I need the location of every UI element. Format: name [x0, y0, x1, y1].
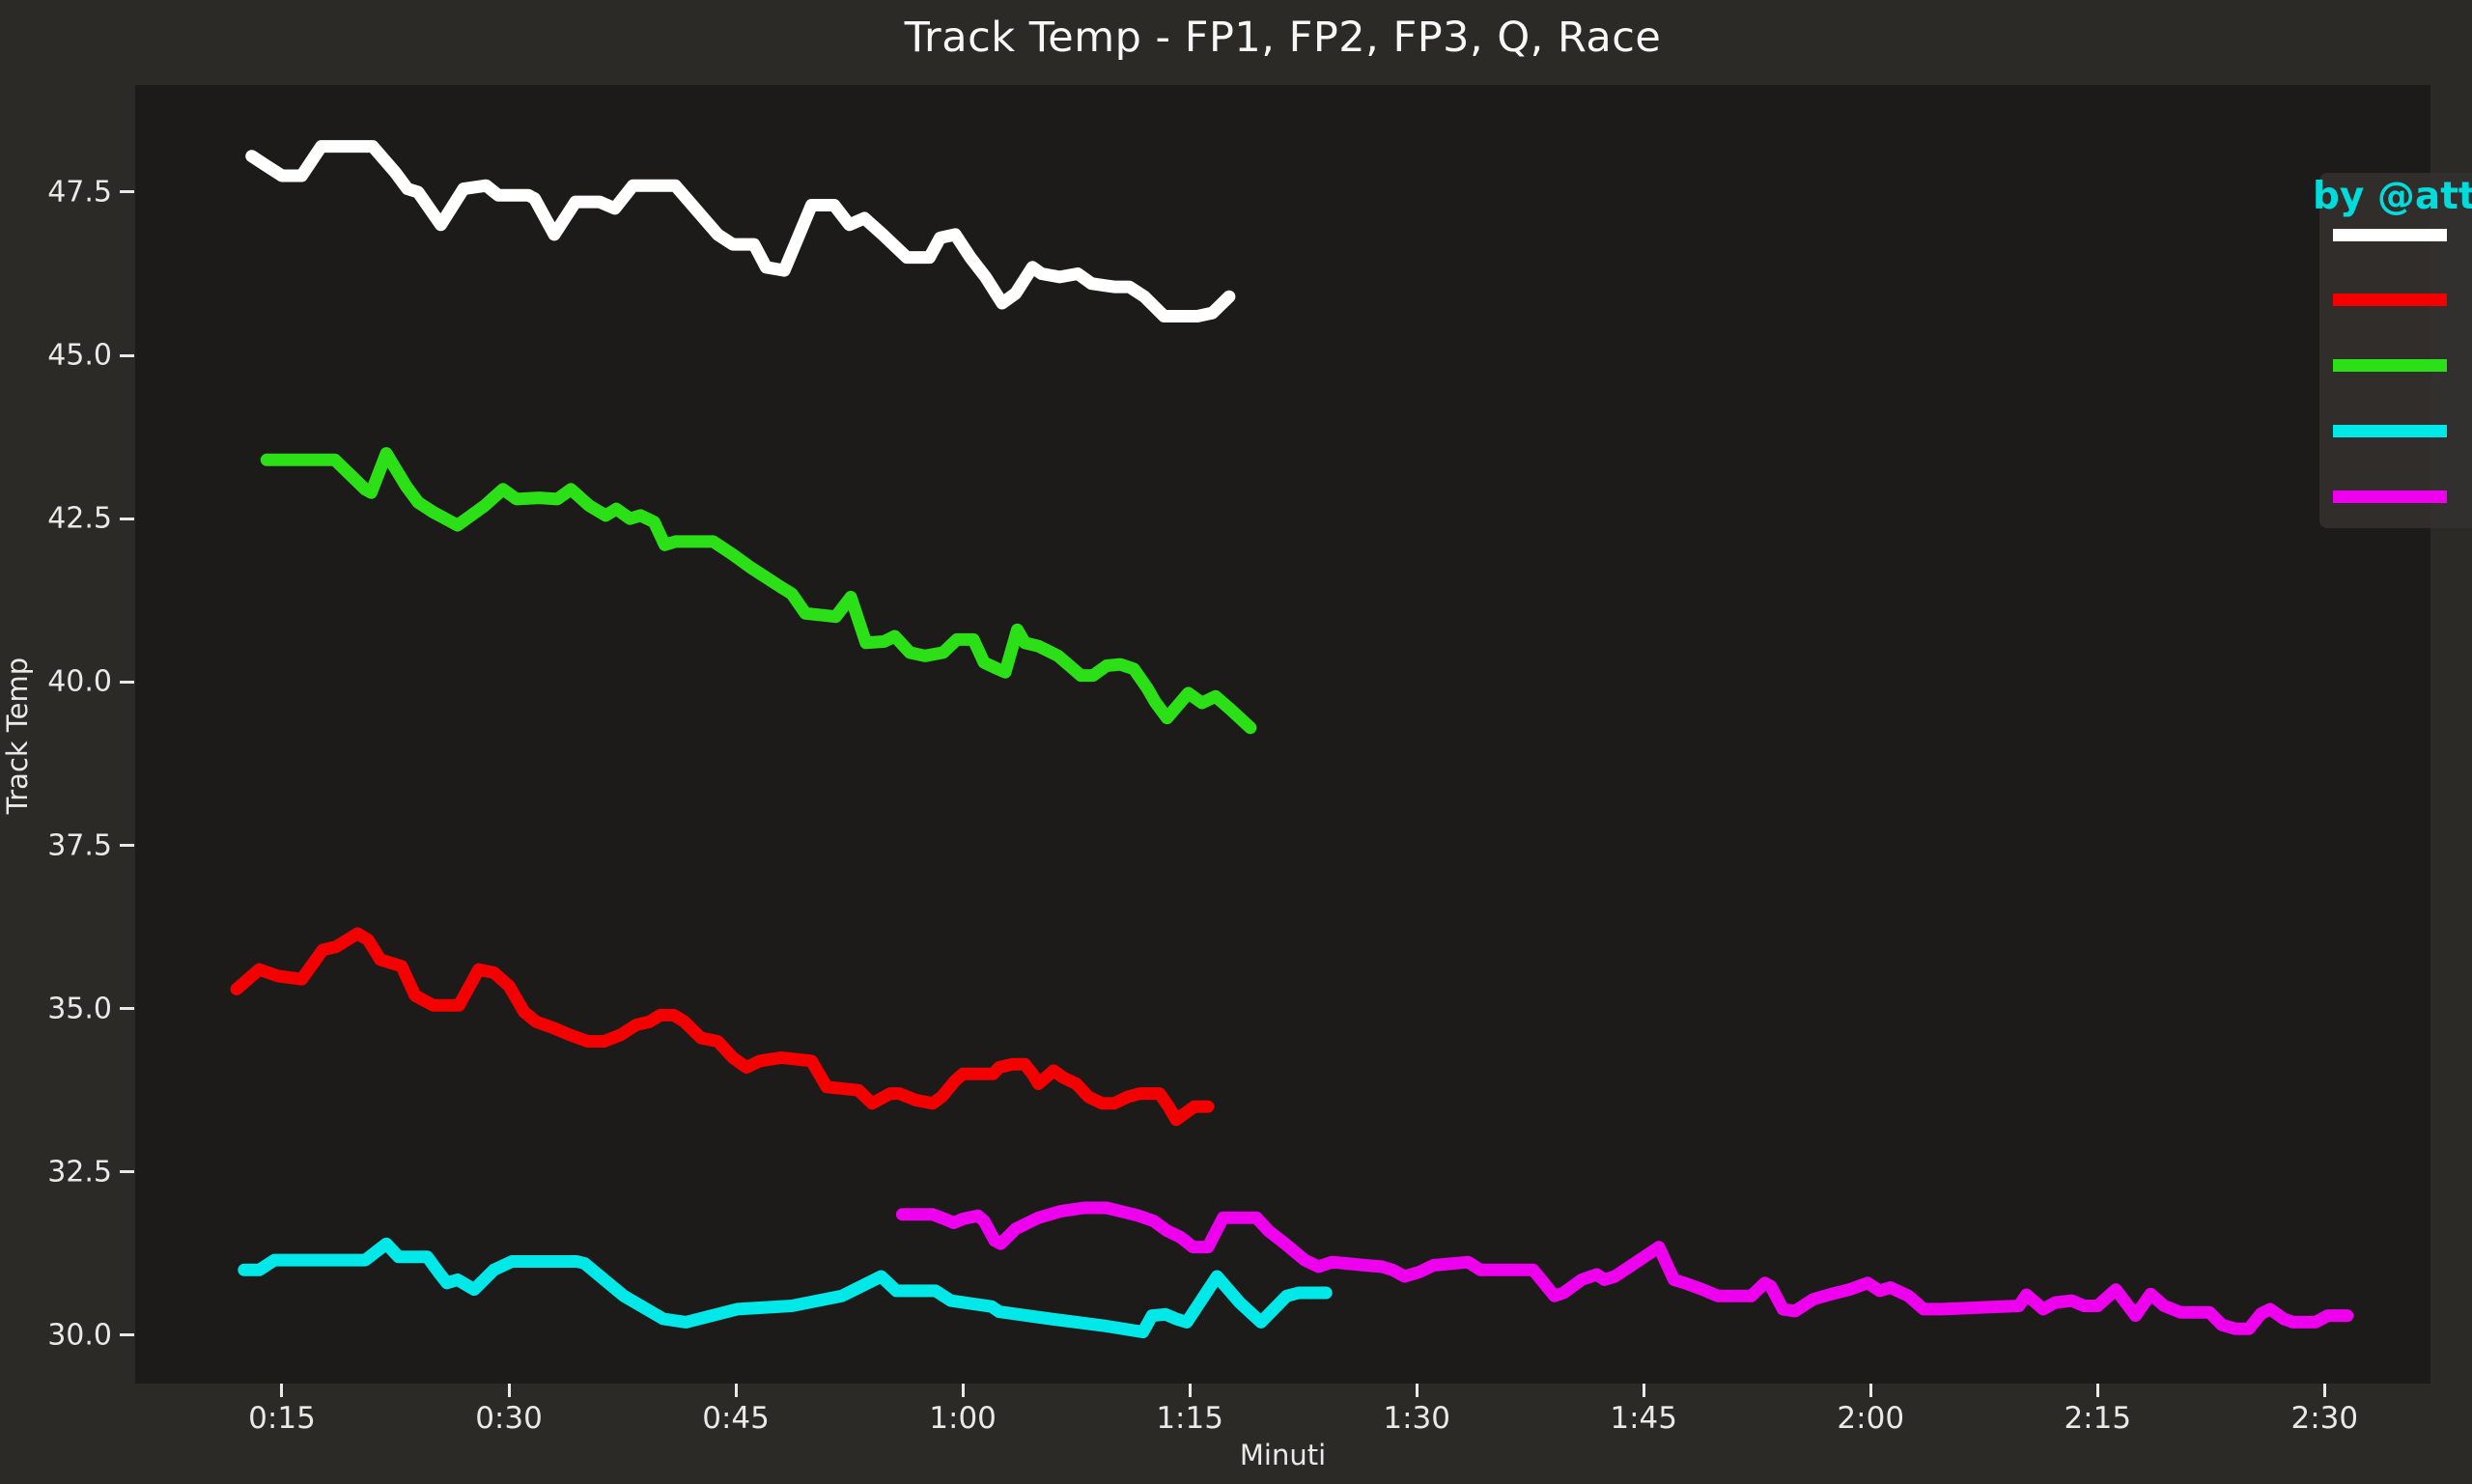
legend-swatch-race	[2333, 490, 2447, 503]
legend: by @attimini FP1 FP2 FP3 Q Race	[2313, 173, 2472, 528]
y-axis-label: Track Temp	[1, 657, 34, 815]
y-tick-label: 42.5	[47, 501, 112, 536]
x-tick-label: 2:00	[1837, 1401, 1905, 1436]
x-tick	[734, 1384, 738, 1397]
legend-item-fp2: FP2	[2333, 273, 2472, 327]
y-tick	[120, 1170, 134, 1174]
legend-swatch-fp3	[2333, 359, 2447, 373]
watermark-credit: by @attimini	[2312, 175, 2472, 218]
y-tick-label: 30.0	[47, 1318, 112, 1353]
y-tick-label: 35.0	[47, 992, 112, 1026]
x-tick	[2322, 1384, 2326, 1397]
series-plot	[230, 140, 2354, 1339]
x-tick	[1415, 1384, 1419, 1397]
y-tick-label: 40.0	[47, 664, 112, 699]
x-tick-label: 1:15	[1156, 1401, 1223, 1436]
series-line-fp1	[245, 140, 1236, 322]
legend-item-fp3: FP3	[2333, 339, 2472, 393]
legend-swatch-q	[2333, 424, 2447, 437]
series-line-fp2	[230, 927, 1215, 1127]
y-tick	[120, 1333, 134, 1337]
legend-swatch-fp2	[2333, 294, 2447, 307]
x-tick-label: 1:00	[929, 1401, 997, 1436]
y-tick	[120, 1007, 134, 1011]
legend-item-race: Race	[2333, 469, 2472, 523]
chart-title: Track Temp - FP1, FP2, FP3, Q, Race	[904, 14, 1662, 62]
legend-swatch-fp1	[2333, 228, 2447, 241]
y-tick	[120, 190, 134, 194]
legend-item-fp1: FP1	[2333, 208, 2472, 262]
y-tick	[120, 517, 134, 520]
x-tick	[961, 1384, 965, 1397]
x-tick-label: 0:45	[702, 1401, 770, 1436]
series-line-q	[238, 1237, 1333, 1339]
y-tick-label: 47.5	[47, 175, 112, 210]
y-tick-label: 37.5	[47, 828, 112, 862]
x-tick	[1642, 1384, 1645, 1397]
x-tick-label: 1:30	[1383, 1401, 1450, 1436]
y-tick	[120, 680, 134, 684]
x-tick	[507, 1384, 511, 1397]
x-tick-label: 2:30	[2290, 1401, 2359, 1436]
legend-item-q: Q	[2333, 404, 2472, 458]
x-axis-label: Minuti	[1239, 1439, 1327, 1471]
x-tick-label: 0:15	[248, 1401, 316, 1436]
y-tick-label: 45.0	[47, 338, 112, 373]
series-line-fp3	[260, 447, 1257, 735]
x-tick-label: 1:45	[1610, 1401, 1678, 1436]
x-tick-label: 0:30	[475, 1401, 543, 1436]
series-line-race	[895, 1201, 2354, 1335]
y-tick-label: 32.5	[47, 1155, 112, 1190]
plot-area: by @attimini FP1 FP2 FP3 Q Race	[135, 85, 2472, 1384]
x-tick-label: 2:15	[2064, 1401, 2132, 1436]
x-tick	[280, 1384, 284, 1397]
x-tick	[1868, 1384, 1872, 1397]
y-tick	[120, 844, 134, 847]
x-tick	[1188, 1384, 1192, 1397]
y-tick	[120, 353, 134, 357]
x-tick	[2095, 1384, 2099, 1397]
